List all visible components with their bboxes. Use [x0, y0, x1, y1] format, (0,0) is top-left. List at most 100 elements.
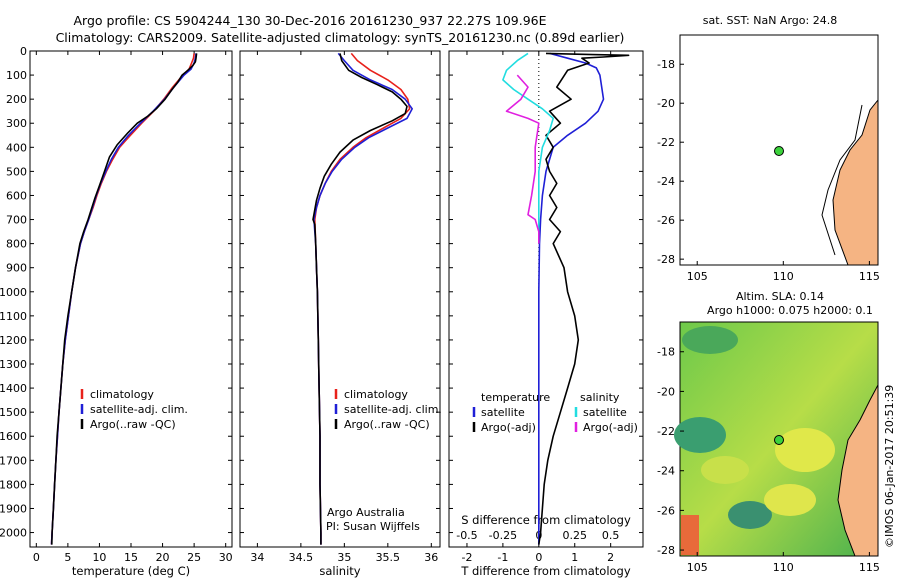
series-line — [502, 52, 555, 244]
x-tick-label: 10 — [92, 551, 106, 564]
x2-tick-label: -0.5 — [456, 529, 477, 542]
map-x-tick-label: 115 — [859, 270, 880, 283]
sst-argo-location — [774, 146, 784, 156]
sla-argo-location — [774, 435, 784, 445]
panel-frame — [29, 50, 233, 548]
map-y-tick-label: -18 — [657, 58, 675, 71]
x-tick-label: 30 — [219, 551, 233, 564]
map-y-tick-label: -18 — [657, 346, 675, 359]
y-tick-label: 500 — [6, 165, 27, 178]
sla-blob — [682, 326, 738, 354]
x2-tick-label: 0.5 — [602, 529, 620, 542]
y-tick-label: 300 — [6, 117, 27, 130]
legend-entry: Argo(..raw -QC) — [90, 418, 176, 431]
y-tick-label: 1000 — [0, 286, 27, 299]
map-x-tick-label: 115 — [859, 561, 880, 574]
x-tick-label: 36 — [424, 551, 438, 564]
legend-heading: salinity — [580, 391, 620, 404]
x-axis-label: temperature (deg C) — [72, 564, 190, 578]
series-line — [537, 52, 605, 545]
note-line2: PI: Susan Wijffels — [326, 520, 420, 533]
sla-land — [837, 384, 879, 557]
legend-entry: Argo(-adj) — [583, 421, 638, 434]
x-tick-label: 0 — [33, 551, 40, 564]
x-tick-label: 20 — [156, 551, 170, 564]
x-tick-label: 5 — [64, 551, 71, 564]
map-y-tick-label: -24 — [657, 175, 675, 188]
credit-text: ©IMOS 06-Jan-2017 20:51:39 — [883, 385, 896, 548]
sla-blob — [681, 515, 699, 555]
x-tick-label: 34 — [250, 551, 264, 564]
legend-entry: satellite-adj. clim. — [90, 403, 188, 416]
y-tick-label: 1200 — [0, 334, 27, 347]
sst-map-title: sat. SST: NaN Argo: 24.8 — [703, 14, 837, 27]
legend-entry: satellite — [583, 406, 627, 419]
map-x-tick-label: 110 — [773, 561, 794, 574]
map-y-tick-label: -28 — [657, 544, 675, 557]
sla-blob — [674, 417, 726, 453]
x-axis-label: T difference from climatology — [460, 564, 631, 578]
sst-land — [832, 98, 879, 266]
legend-entry: Argo(-adj) — [481, 421, 536, 434]
x-tick-label: 15 — [124, 551, 138, 564]
y-tick-label: 100 — [6, 69, 27, 82]
x2-tick-label: 0.25 — [562, 529, 587, 542]
x-axis-label: salinity — [319, 564, 360, 578]
y-tick-label: 1600 — [0, 430, 27, 443]
y-tick-label: 800 — [6, 238, 27, 251]
x-tick-label: 2 — [607, 551, 614, 564]
sla-map-title1: Altim. SLA: 0.14 — [736, 290, 824, 303]
x-tick-label: 34.5 — [289, 551, 314, 564]
map-y-tick-label: -22 — [657, 136, 675, 149]
legend-entry: climatology — [344, 388, 408, 401]
y-tick-label: 600 — [6, 189, 27, 202]
x-tick-label: 1 — [571, 551, 578, 564]
profile-panel-1: 0 5 10 15 20 25 30 temperature (deg C) 0 100 200 30… — [0, 45, 233, 578]
y-tick-label: 1500 — [0, 406, 27, 419]
sla-blob — [775, 428, 835, 472]
map-x-tick-label: 110 — [773, 270, 794, 283]
map-x-tick-label: 105 — [687, 561, 708, 574]
profile-panel-2: 34 34.5 35 35.5 36 salinity climatology satelli… — [239, 50, 442, 578]
series-line — [312, 53, 408, 545]
legend-entry: climatology — [90, 388, 154, 401]
y-tick-label: 1100 — [0, 310, 27, 323]
y-tick-label: 900 — [6, 262, 27, 275]
series-line — [505, 74, 540, 244]
map-y-tick-label: -26 — [657, 504, 675, 517]
map-y-tick-label: -24 — [657, 465, 675, 478]
sla-blob — [764, 484, 816, 516]
profile-panel-3: -2 -1 0 1 2T difference from climatology S di… — [448, 50, 644, 578]
note-line1: Argo Australia — [327, 506, 405, 519]
sst-coastline — [821, 104, 863, 256]
x2-axis-label: S difference from climatology — [461, 513, 631, 527]
map-y-tick-label: -20 — [657, 97, 675, 110]
y-tick-label: 0 — [20, 45, 27, 58]
sla-map-title2: Argo h1000: 0.075 h2000: 0.1 — [707, 304, 873, 317]
header-line2: Climatology: CARS2009. Satellite-adjuste… — [56, 30, 625, 45]
y-tick-label: 1300 — [0, 358, 27, 371]
y-tick-label: 700 — [6, 214, 27, 227]
legend-entry: satellite-adj. clim. — [344, 403, 442, 416]
map-y-tick-label: -28 — [657, 253, 675, 266]
y-tick-label: 1800 — [0, 478, 27, 491]
sla-blob — [728, 501, 772, 529]
y-tick-label: 1700 — [0, 454, 27, 467]
map-y-tick-label: -20 — [657, 385, 675, 398]
y-tick-label: 400 — [6, 141, 27, 154]
x-tick-label: 0 — [535, 551, 542, 564]
y-tick-label: 1400 — [0, 382, 27, 395]
sst-ticks: 105 110 115 -18 -20 -22 -24 -26 -28 — [657, 58, 880, 283]
map-y-tick-label: -26 — [657, 214, 675, 227]
sst-map: sat. SST: NaN Argo: 24.8 105 110 115 -18 -20… — [657, 14, 880, 283]
y-tick-label: 2000 — [0, 527, 27, 540]
sla-map: Altim. SLA: 0.14 Argo h1000: 0.075 h2000… — [657, 290, 880, 574]
header-line1: Argo profile: CS 5904244_130 30-Dec-2016… — [73, 13, 546, 28]
map-x-tick-label: 105 — [687, 270, 708, 283]
legend-heading: temperature — [481, 391, 550, 404]
x-tick-label: 35.5 — [376, 551, 401, 564]
legend-entry: Argo(..raw -QC) — [344, 418, 430, 431]
x-tick-label: -2 — [461, 551, 472, 564]
